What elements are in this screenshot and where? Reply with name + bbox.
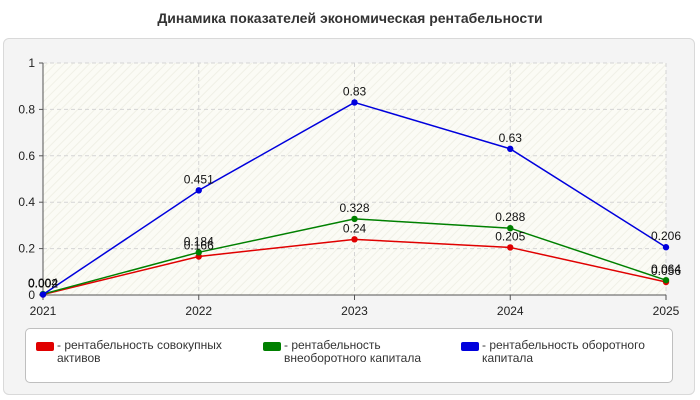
y-tick-label: 0.6 [18,149,35,163]
series [39,99,670,298]
x-tick-label: 2024 [497,304,524,318]
axes: 0 0.2 0.4 0.6 0.8 1 2021 2022 2023 2024 2025 [18,56,679,318]
data-label: 0.451 [184,172,214,186]
y-tick-label: 0.2 [18,242,35,256]
data-point [351,215,358,223]
x-tick-label: 2021 [30,304,57,318]
grid [43,62,667,295]
data-label: 0.63 [499,131,523,145]
data-labels: 0.002 0.166 0.24 0.205 0.056 0.004 0.184 0.328 0… [28,84,681,290]
data-label: 0.002 [28,277,58,291]
data-label: 0.288 [495,210,525,224]
data-point [195,249,202,256]
x-tick-label: 2022 [185,304,212,318]
y-tick-label: 0.4 [18,195,35,209]
chart-title: Динамика показателей экономическая рента… [157,10,543,26]
y-tick-label: 1 [28,56,35,70]
data-point [39,291,47,298]
data-label: 0.004 [28,276,58,290]
x-tick-label: 2023 [341,304,368,318]
y-tick-label: 0.8 [18,102,35,116]
data-label: 0.24 [343,221,367,235]
data-label: 0.056 [651,264,681,278]
data-point [195,187,202,194]
data-label: 0.328 [339,201,369,215]
legend-swatch-red [36,342,54,351]
data-label: 0.83 [343,84,367,98]
data-point [351,99,358,106]
data-point [507,224,514,232]
data-label: 0.064 [651,262,681,276]
legend-label: - рентабельность оборотного капитала [482,338,645,365]
x-tick-label: 2025 [653,304,680,318]
legend: - рентабельность совокупных активов - ре… [25,328,673,383]
data-point [351,236,358,243]
data-point [507,145,514,153]
data-label: 0.166 [184,238,214,252]
legend-label: - рентабельность внеоборотного капитала [284,338,421,365]
data-label: 0.206 [651,229,681,243]
legend-swatch-blue [461,342,479,351]
legend-label: - рентабельность совокупных активов [57,338,222,365]
data-point [662,276,670,284]
data-label: 0.205 [495,229,525,243]
legend-swatch-green [263,342,281,351]
data-point [507,244,514,251]
data-point [662,244,670,251]
data-label: 0.002 [28,277,58,291]
y-tick-label: 0 [28,288,35,302]
data-label: 0.184 [184,234,214,248]
